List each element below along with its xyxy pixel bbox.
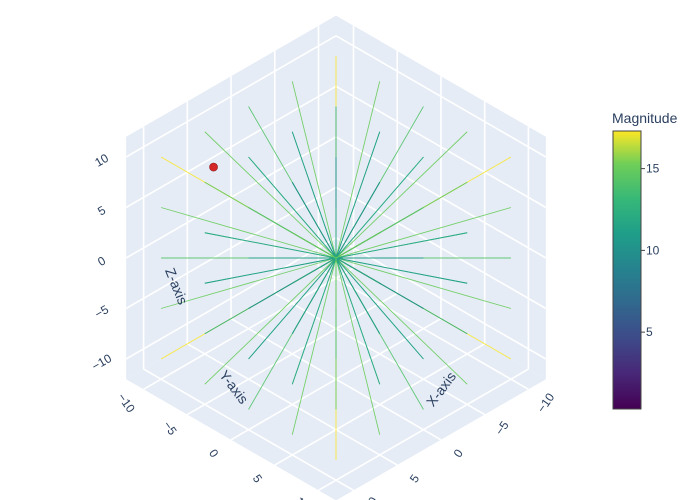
vector-line bbox=[335, 81, 381, 259]
vector-line bbox=[204, 131, 337, 259]
vector-line bbox=[204, 257, 337, 284]
vector-line bbox=[160, 257, 337, 309]
vector-line bbox=[335, 257, 512, 309]
vector-line bbox=[292, 232, 337, 259]
vector-line bbox=[335, 257, 468, 284]
vector-line bbox=[248, 156, 337, 259]
x-tick-label: 10 bbox=[361, 494, 380, 500]
z-tick-label: −10 bbox=[89, 351, 114, 373]
colorbar-ticks: 5 10 15 bbox=[641, 162, 660, 339]
vector-line bbox=[335, 131, 381, 259]
vector-line bbox=[248, 257, 337, 360]
vector-line bbox=[335, 257, 468, 385]
grid-line bbox=[274, 343, 486, 466]
colorbar-tick-label: 15 bbox=[646, 162, 660, 176]
z-tick-label: 5 bbox=[95, 203, 108, 219]
grid-line bbox=[335, 85, 547, 209]
vector-line bbox=[335, 257, 381, 435]
vector-field bbox=[160, 56, 512, 460]
y-tick-label: −10 bbox=[115, 390, 138, 415]
x-tick-label: −5 bbox=[492, 418, 512, 438]
vector-line bbox=[335, 257, 381, 385]
grid-line bbox=[125, 35, 337, 158]
y-tick-label: 5 bbox=[250, 472, 265, 486]
grid-line bbox=[335, 35, 547, 158]
vector-line bbox=[291, 131, 337, 259]
colorbar-tick-label: 10 bbox=[646, 243, 660, 257]
x-tick-label: 0 bbox=[451, 446, 466, 460]
vector-line bbox=[335, 257, 424, 360]
vector-line bbox=[291, 81, 337, 259]
vector-line bbox=[335, 257, 380, 284]
vector-line bbox=[291, 257, 337, 385]
grid-line bbox=[125, 85, 337, 209]
colorbar-tick-label: 5 bbox=[646, 325, 653, 339]
vector-line bbox=[335, 232, 468, 259]
z-tick-label: 10 bbox=[92, 151, 111, 170]
vector-line bbox=[291, 257, 337, 435]
y-tick-label: −5 bbox=[160, 418, 180, 438]
x-tick-label: 5 bbox=[407, 472, 422, 486]
colorbar: Magnitude 5 10 15 bbox=[612, 110, 678, 410]
grid-line bbox=[318, 368, 529, 491]
vector-line bbox=[291, 257, 337, 334]
y-tick-label: 0 bbox=[206, 447, 221, 461]
vector-line bbox=[335, 131, 468, 259]
x-tick-label: −10 bbox=[534, 390, 557, 415]
colorbar-gradient bbox=[612, 130, 642, 410]
vector-line bbox=[160, 207, 337, 259]
grid-line bbox=[186, 343, 398, 466]
scene-gridlines bbox=[125, 25, 547, 491]
marker-layer bbox=[209, 162, 218, 172]
vector-line bbox=[292, 257, 337, 284]
vector-line bbox=[335, 257, 381, 334]
z-tick-label: 0 bbox=[95, 253, 108, 269]
vector-line bbox=[291, 182, 337, 259]
vector-line bbox=[335, 156, 424, 259]
vector-line bbox=[335, 182, 381, 259]
vector-line bbox=[204, 232, 337, 259]
vector-line bbox=[335, 207, 512, 259]
vector-line bbox=[335, 232, 380, 259]
vector-line bbox=[204, 257, 337, 385]
grid-line bbox=[143, 368, 354, 491]
z-tick-label: −5 bbox=[92, 302, 111, 321]
y-tick-label: 10 bbox=[292, 494, 311, 500]
colorbar-title: Magnitude bbox=[612, 110, 678, 126]
data-marker bbox=[209, 162, 218, 172]
